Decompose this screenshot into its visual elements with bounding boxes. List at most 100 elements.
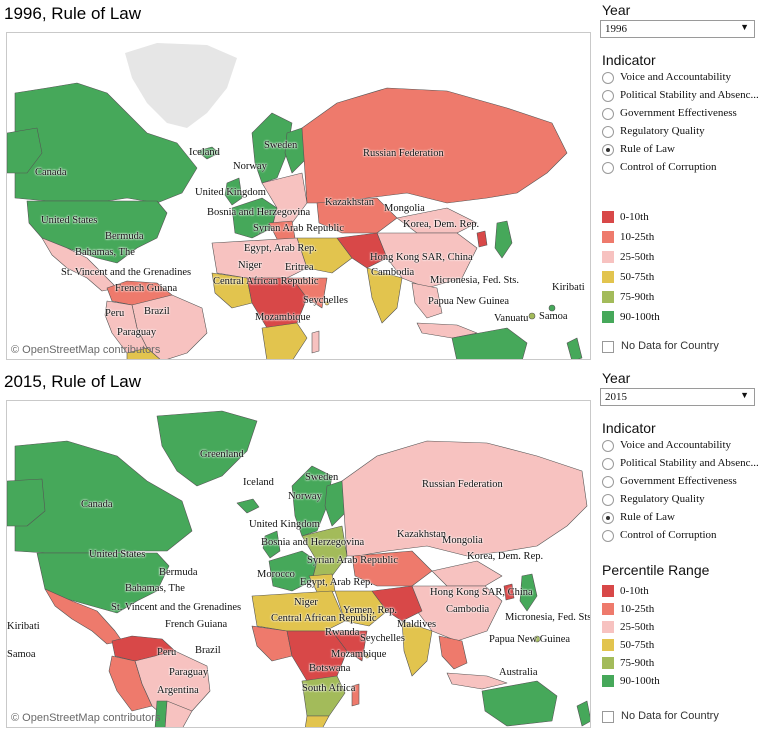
mongolia-shape[interactable] (396, 207, 478, 234)
radio-political-stability[interactable]: Political Stability and Absenc... (602, 88, 762, 104)
se-asia-shape[interactable] (438, 635, 468, 670)
australia-shape[interactable] (481, 680, 558, 727)
radio-regulatory-quality[interactable]: Regulatory Quality (602, 492, 762, 508)
checkbox-icon[interactable] (602, 341, 614, 353)
argentina-shape[interactable] (164, 700, 193, 728)
iran-shape[interactable] (371, 585, 423, 622)
south-africa-shape[interactable] (305, 715, 330, 728)
choropleth-map[interactable]: Greenland Sweden Iceland Norway Russian … (6, 400, 591, 728)
iran-shape[interactable] (336, 232, 388, 269)
madagascar-shape[interactable] (351, 683, 360, 707)
new-zealand-shape[interactable] (566, 337, 583, 360)
radio-button-icon[interactable] (602, 90, 614, 102)
west-africa-shape[interactable] (251, 625, 293, 662)
iceland-shape[interactable] (196, 146, 220, 160)
year-dropdown[interactable]: 1996 ▼ (600, 20, 755, 38)
legend-item[interactable]: 75-90th (602, 290, 762, 306)
uk-shape[interactable] (224, 177, 243, 206)
west-africa-shape[interactable] (211, 272, 253, 309)
australia-shape[interactable] (451, 327, 528, 360)
radio-button-icon[interactable] (602, 72, 614, 84)
checkbox-icon[interactable] (602, 711, 614, 723)
seychelles-dot[interactable] (324, 300, 330, 306)
india-shape[interactable] (366, 267, 403, 324)
usa-shape[interactable] (26, 200, 168, 264)
greenland-shape[interactable] (156, 410, 258, 487)
legend-item[interactable]: 50-75th (602, 638, 762, 654)
radio-button-icon[interactable] (602, 126, 614, 138)
east-africa-shape[interactable] (331, 630, 368, 662)
peru-shape[interactable] (108, 655, 153, 712)
finland-shape[interactable] (324, 480, 348, 527)
russia-shape[interactable] (301, 87, 568, 204)
alaska-shape[interactable] (7, 478, 46, 527)
map-attribution[interactable]: © OpenStreetMap contributors (11, 344, 161, 356)
legend-item[interactable]: 10-25th (602, 230, 762, 246)
madagascar-shape[interactable] (311, 330, 320, 354)
radio-button-icon[interactable] (602, 476, 614, 488)
new-zealand-shape[interactable] (576, 700, 591, 727)
radio-control-corruption[interactable]: Control of Corruption (602, 528, 762, 544)
radio-button-selected-icon[interactable] (602, 144, 614, 156)
southern-africa-shape[interactable] (261, 322, 308, 360)
scandinavia-shape[interactable] (251, 112, 293, 184)
legend-item[interactable]: 10-25th (602, 602, 762, 618)
seychelles-dot[interactable] (364, 653, 370, 659)
legend-item[interactable]: 0-10th (602, 210, 762, 226)
radio-button-icon[interactable] (602, 440, 614, 452)
legend-item[interactable]: 90-100th (602, 674, 762, 690)
radio-government-effectiveness[interactable]: Government Effectiveness (602, 106, 762, 122)
legend-item[interactable]: 75-90th (602, 656, 762, 672)
radio-regulatory-quality[interactable]: Regulatory Quality (602, 124, 762, 140)
radio-rule-of-law[interactable]: Rule of Law (602, 142, 762, 158)
legend-item[interactable]: 25-50th (602, 620, 762, 636)
radio-rule-of-law[interactable]: Rule of Law (602, 510, 762, 526)
korea-shape[interactable] (503, 583, 515, 601)
se-asia-shape[interactable] (411, 282, 443, 319)
radio-button-icon[interactable] (602, 458, 614, 470)
legend-item[interactable]: 25-50th (602, 250, 762, 266)
canada-shape[interactable] (14, 440, 193, 554)
japan-shape[interactable] (519, 573, 538, 612)
iceland-shape[interactable] (236, 498, 260, 514)
legend-item[interactable]: 0-10th (602, 584, 762, 600)
radio-government-effectiveness[interactable]: Government Effectiveness (602, 474, 762, 490)
kiribati-dot[interactable] (548, 304, 556, 312)
no-data-legend[interactable]: No Data for Country (602, 340, 762, 356)
radio-voice-accountability[interactable]: Voice and Accountability (602, 70, 762, 86)
alaska-shape[interactable] (7, 127, 43, 174)
radio-control-corruption[interactable]: Control of Corruption (602, 160, 762, 176)
finland-shape[interactable] (284, 127, 308, 174)
korea-shape[interactable] (476, 230, 488, 248)
indonesia-shape[interactable] (446, 672, 508, 690)
uk-shape[interactable] (262, 530, 281, 559)
india-shape[interactable] (401, 620, 433, 677)
map-attribution[interactable]: © OpenStreetMap contributors (11, 712, 161, 724)
samoa-dot[interactable] (533, 635, 541, 643)
choropleth-map[interactable]: Iceland Sweden Norway Canada Russian Fed… (6, 32, 591, 360)
southern-africa-shape[interactable] (301, 675, 346, 717)
radio-button-icon[interactable] (602, 108, 614, 120)
scandinavia-shape[interactable] (291, 465, 333, 537)
no-data-legend[interactable]: No Data for Country (602, 710, 762, 726)
radio-button-icon[interactable] (602, 494, 614, 506)
china-shape[interactable] (376, 232, 478, 289)
radio-button-icon[interactable] (602, 530, 614, 542)
samoa-dot[interactable] (528, 312, 536, 320)
radio-political-stability[interactable]: Political Stability and Absenc... (602, 456, 762, 472)
radio-button-icon[interactable] (602, 162, 614, 174)
east-africa-shape[interactable] (291, 277, 328, 309)
japan-shape[interactable] (494, 220, 513, 259)
legend-item[interactable]: 90-100th (602, 310, 762, 326)
paraguay-shape[interactable] (126, 347, 162, 360)
chile-shape[interactable] (154, 700, 168, 728)
radio-voice-accountability[interactable]: Voice and Accountability (602, 438, 762, 454)
radio-button-selected-icon[interactable] (602, 512, 614, 524)
china-shape[interactable] (411, 585, 503, 642)
legend-item[interactable]: 50-75th (602, 270, 762, 286)
year-dropdown[interactable]: 2015 ▼ (600, 388, 755, 406)
middle-east-shape[interactable] (334, 590, 388, 627)
mongolia-shape[interactable] (431, 560, 503, 587)
russia-shape[interactable] (341, 440, 588, 557)
greenland-shape[interactable] (125, 43, 237, 128)
